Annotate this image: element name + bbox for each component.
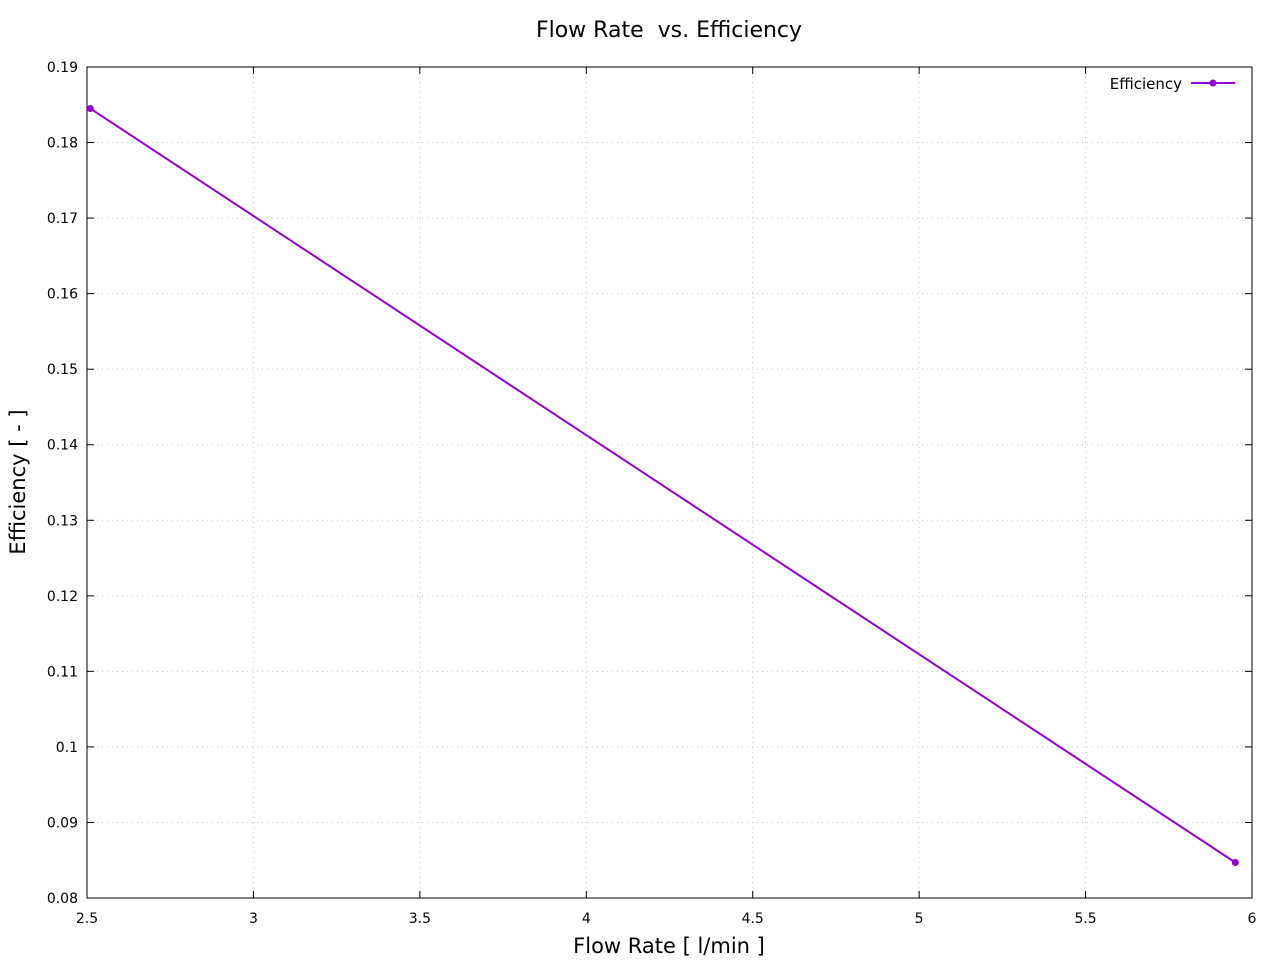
- legend-marker: [1209, 79, 1217, 87]
- series-line: [89, 107, 1236, 864]
- y-tick-label: 0.17: [47, 211, 78, 227]
- plot-frame: [86, 66, 1253, 899]
- y-tick-label: 0.1: [56, 740, 78, 756]
- y-tick-label: 0.18: [47, 136, 78, 152]
- y-axis-tick-labels: 0.08 0.09 0.1 0.11 0.12 0.13 0.14 0.15 0.16 0.17 0…: [47, 60, 78, 907]
- y-axis-label: Efficiency [ - ]: [6, 409, 30, 554]
- y-tick-label: 0.14: [47, 438, 78, 454]
- x-tick-label: 3: [249, 911, 258, 927]
- y-tick-label: 0.15: [47, 362, 78, 378]
- data-point: [1231, 858, 1239, 866]
- y-tick-label: 0.08: [47, 891, 78, 907]
- axis-ticks: [86, 66, 1253, 899]
- x-tick-label: 3.5: [409, 911, 431, 927]
- data-point: [86, 105, 94, 113]
- x-axis-label: Flow Rate [ l/min ]: [573, 934, 765, 958]
- x-tick-label: 5.5: [1074, 911, 1096, 927]
- x-tick-label: 2.5: [76, 911, 98, 927]
- y-tick-label: 0.11: [47, 664, 78, 680]
- y-tick-label: 0.19: [47, 60, 78, 76]
- x-tick-label: 6: [1248, 911, 1257, 927]
- y-tick-label: 0.16: [47, 287, 78, 303]
- x-tick-label: 4.5: [742, 911, 764, 927]
- x-tick-label: 5: [915, 911, 924, 927]
- grid: [87, 67, 1252, 898]
- legend: Efficiency: [1110, 75, 1235, 93]
- series-layer: [86, 105, 1239, 866]
- y-tick-label: 0.09: [47, 815, 78, 831]
- x-axis-tick-labels: 2.5 3 3.5 4 4.5 5 5.5 6: [76, 911, 1257, 927]
- y-tick-label: 0.12: [47, 589, 78, 605]
- legend-label: Efficiency: [1110, 75, 1182, 93]
- y-tick-label: 0.13: [47, 513, 78, 529]
- x-tick-label: 4: [582, 911, 591, 927]
- chart-title: Flow Rate vs. Efficiency: [536, 18, 802, 43]
